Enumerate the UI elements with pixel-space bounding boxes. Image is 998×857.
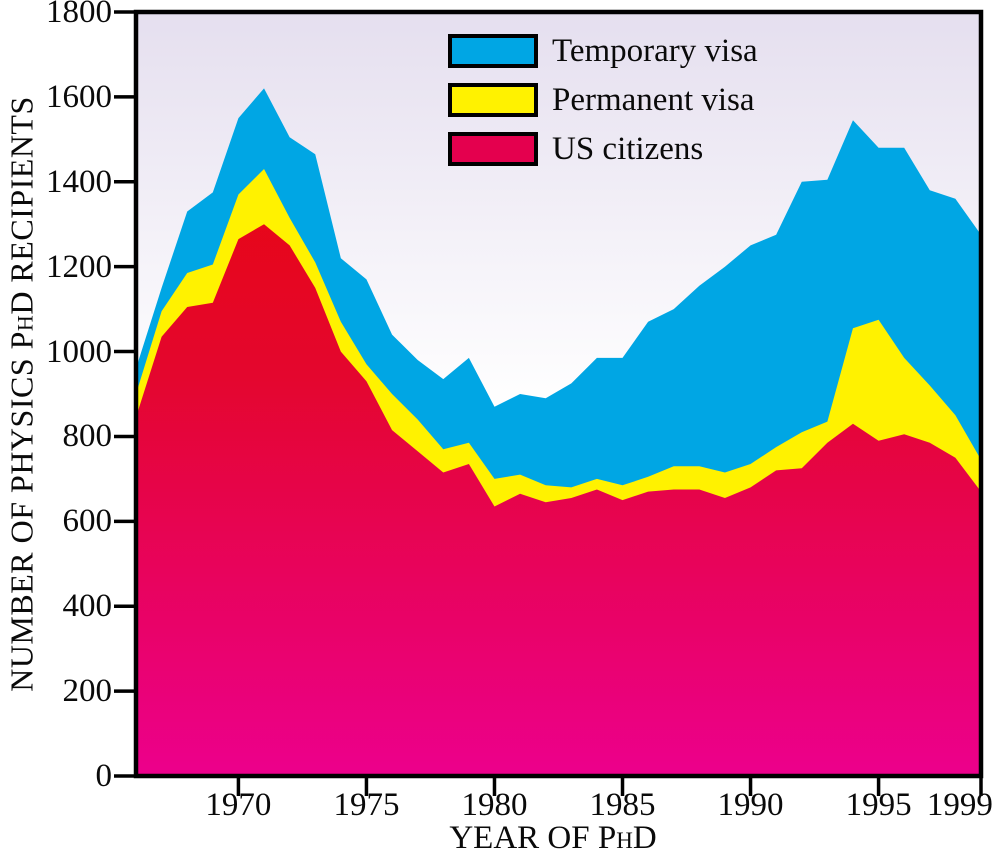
x-axis-title: YEAR OF PhD — [449, 820, 657, 856]
legend-item-temporary-visa: Temporary visa — [448, 34, 758, 68]
legend: Temporary visa Permanent visa US citizen… — [448, 34, 758, 181]
y-tick-label: 1400 — [46, 163, 112, 200]
x-tick-label: 1975 — [333, 787, 400, 823]
plot-frame — [133, 9, 984, 779]
x-tick-label: 1970 — [205, 787, 272, 823]
x-tick-label: 1985 — [589, 787, 656, 823]
area-us-citizens — [136, 224, 981, 776]
axis-tick-marks — [114, 10, 983, 796]
legend-item-permanent-visa: Permanent visa — [448, 83, 758, 117]
y-tick-label: 1000 — [46, 333, 112, 370]
legend-label-permanent-visa: Permanent visa — [552, 82, 755, 118]
legend-label-us-citizens: US citizens — [552, 131, 704, 167]
y-tick-label: 0 — [95, 758, 113, 794]
y-tick-label: 200 — [62, 673, 113, 710]
legend-swatch-us-citizens — [448, 132, 538, 166]
y-tick-label: 600 — [62, 503, 113, 540]
x-tick-label: 1980 — [461, 787, 528, 823]
legend-item-us-citizens: US citizens — [448, 132, 758, 166]
x-tick-label: 1990 — [717, 787, 784, 823]
legend-swatch-temporary-visa — [448, 34, 538, 68]
y-tick-label: 1800 — [46, 0, 112, 30]
y-tick-label: 1200 — [46, 248, 112, 285]
y-tick-label: 1600 — [46, 78, 112, 115]
legend-label-temporary-visa: Temporary visa — [552, 33, 758, 69]
y-axis-title: NUMBER OF PHYSICS PhD RECIPIENTS — [3, 96, 40, 692]
x-tick-label: 1995 — [845, 787, 912, 823]
y-tick-label: 400 — [62, 588, 113, 625]
x-tick-label: 1999 — [926, 787, 993, 823]
legend-swatch-permanent-visa — [448, 83, 538, 117]
y-tick-label: 800 — [62, 418, 113, 455]
